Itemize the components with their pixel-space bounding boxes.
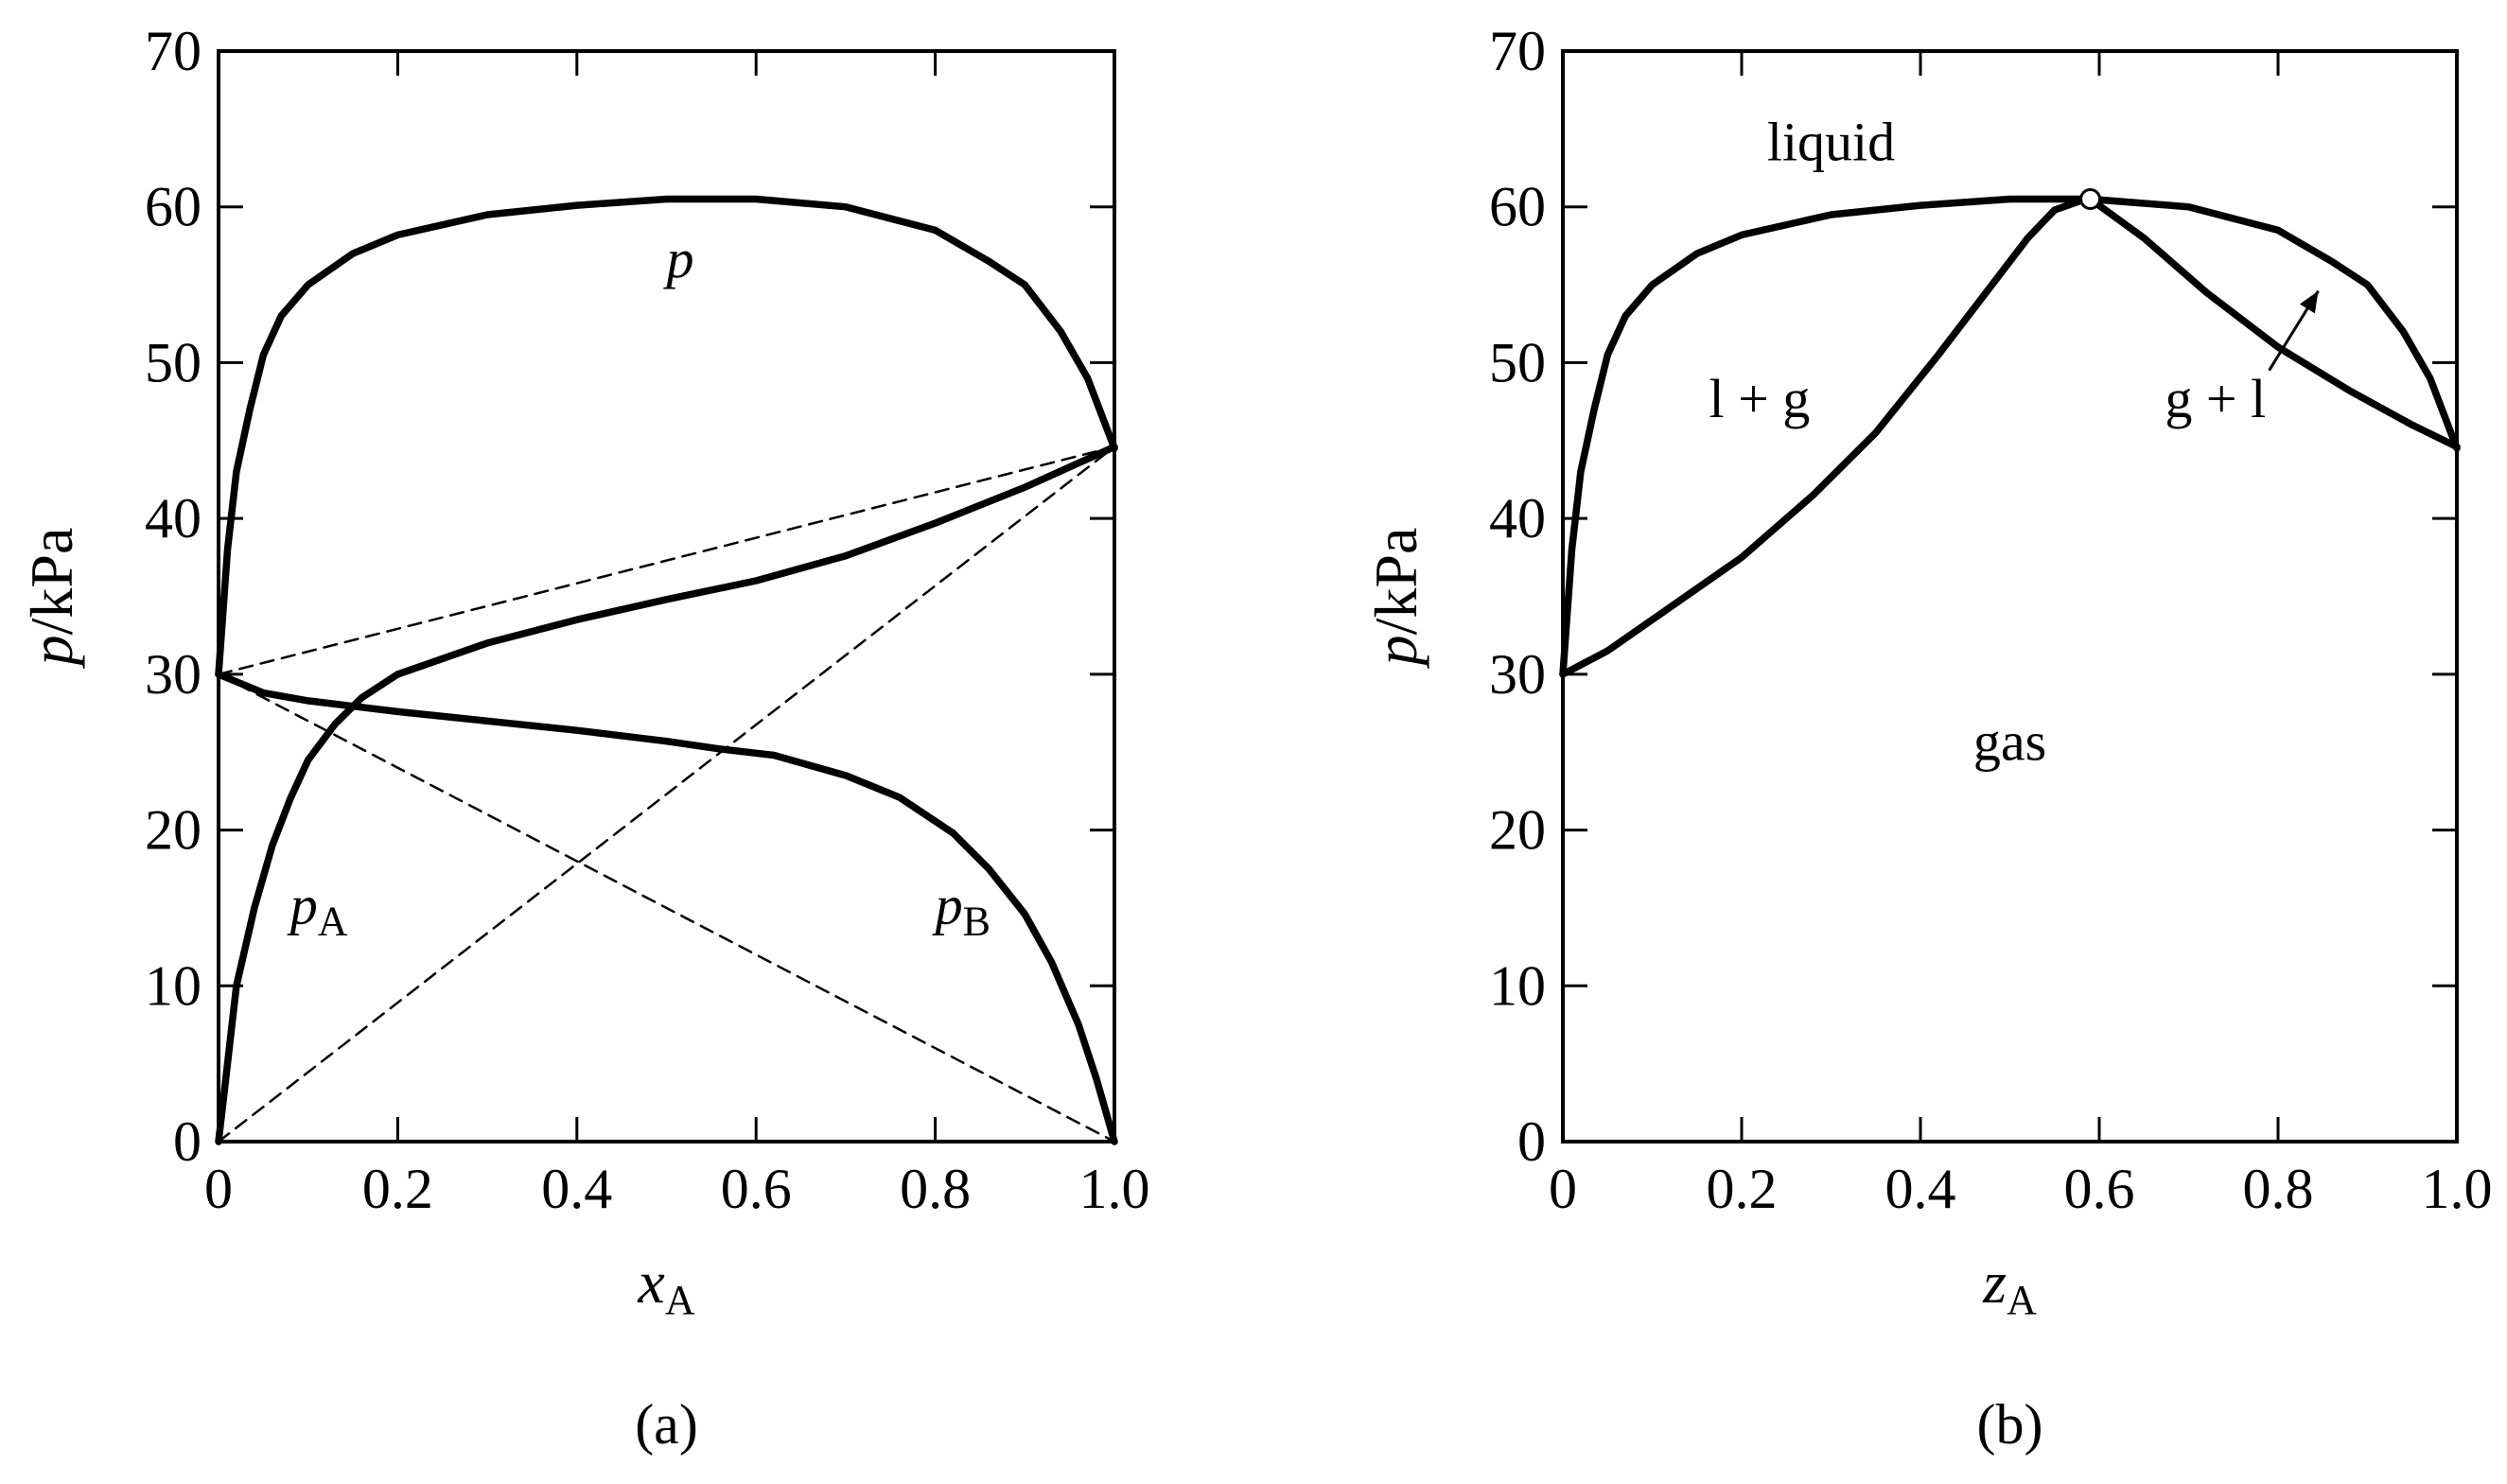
y-tick-label: 60: [1489, 176, 1546, 238]
y-tick-label: 50: [1489, 331, 1546, 393]
plot-frame: [1561, 49, 2459, 1144]
y-tick-label: 40: [145, 487, 202, 550]
y-tick-label: 20: [1489, 799, 1546, 862]
x-axis-label: xA: [637, 1248, 694, 1323]
x-tick-label: 0.2: [362, 1158, 433, 1220]
annotation-pA: pA: [287, 874, 348, 944]
x-tick-label: 1.0: [2422, 1158, 2493, 1220]
y-tick-label: 10: [145, 954, 202, 1017]
y-tick-label: 20: [145, 799, 202, 862]
y-tick-label: 50: [145, 331, 202, 393]
x-tick-label: 0: [204, 1158, 233, 1220]
x-tick-label: 1.0: [1079, 1158, 1150, 1220]
panel-a: 0 0.2 0.4 0.6 0.8 1.0 0 10 20 30 40 50 60 70 xA p/kPa p p…: [18, 20, 1150, 1456]
y-axis-label: p/kPa: [18, 528, 85, 670]
y-tick-label: 30: [145, 643, 202, 706]
annotation-p: p: [663, 228, 694, 289]
y-tick-label: 40: [1489, 487, 1546, 550]
arrow-head: [2299, 290, 2319, 314]
annotation-g-plus-l: g + l: [2165, 368, 2266, 429]
series-p: [215, 195, 1118, 678]
panel-label: (b): [1977, 1393, 2043, 1456]
annotation-l-plus-g: l + g: [1709, 368, 1810, 429]
plot-frame: [217, 49, 1116, 1144]
x-tick-label: 0.6: [721, 1158, 792, 1220]
y-tick-label: 10: [1489, 954, 1546, 1017]
x-tick-label: 0.6: [2064, 1158, 2135, 1220]
annotation-liquid: liquid: [1767, 111, 1895, 172]
annotation-gas: gas: [1973, 710, 2046, 772]
series-dew: [1559, 195, 2461, 678]
x-tick-label: 0: [1549, 1158, 1577, 1220]
series-ideal-p: [217, 445, 1116, 676]
series-ideal-pA: [217, 445, 1116, 1144]
y-tick-label: 30: [1489, 643, 1546, 706]
panel-b: 0 0.2 0.4 0.6 0.8 1.0 0 10 20 30 40 50 60 70 zA p/kPa li…: [1362, 20, 2493, 1456]
y-axis-label: p/kPa: [1362, 528, 1429, 670]
x-axis-label: zA: [1982, 1248, 2037, 1323]
panel-label: (a): [635, 1393, 698, 1456]
x-tick-label: 0.8: [2243, 1158, 2314, 1220]
y-tick-label: 70: [1489, 20, 1546, 82]
x-tick-label: 0.8: [900, 1158, 971, 1220]
series-ideal-pB: [217, 672, 1116, 1144]
y-tick-label: 0: [173, 1110, 202, 1173]
y-tick-label: 70: [145, 20, 202, 82]
series-pB: [215, 671, 1118, 1145]
azeotrope-point: [2079, 187, 2102, 210]
x-tick-label: 0.4: [541, 1158, 612, 1220]
y-tick-label: 0: [1517, 1110, 1546, 1173]
x-tick-label: 0.2: [1707, 1158, 1778, 1220]
y-tick-label: 60: [145, 176, 202, 238]
annotation-pB: pB: [932, 874, 991, 944]
series-pA: [215, 443, 1118, 1145]
series-bubble: [1559, 195, 2461, 678]
x-tick-label: 0.4: [1885, 1158, 1956, 1220]
